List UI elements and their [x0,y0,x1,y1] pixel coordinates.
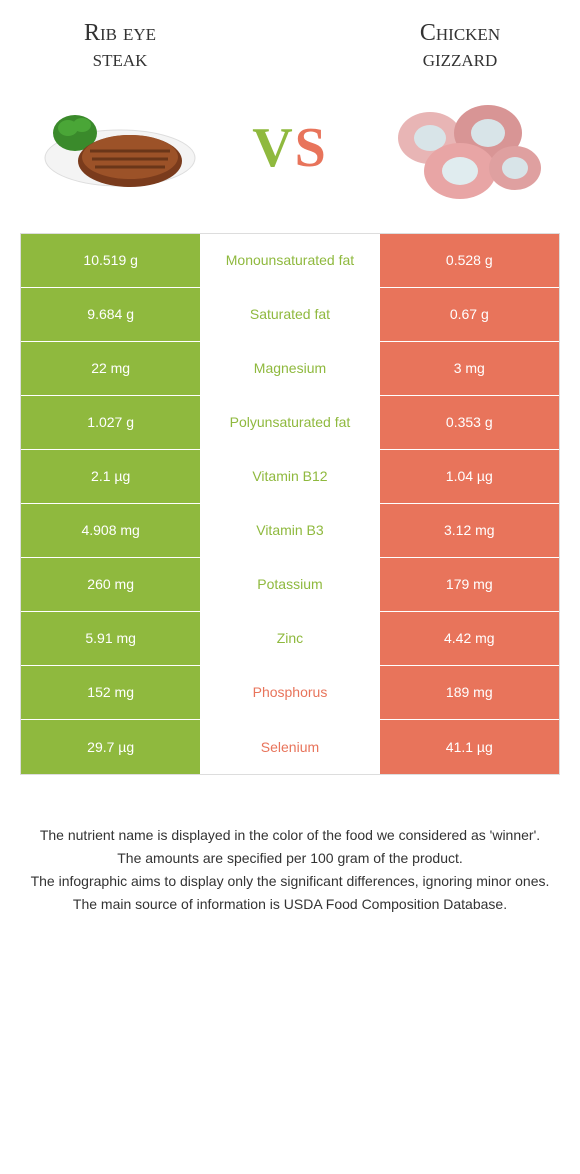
nutrient-label: Vitamin B12 [200,450,379,503]
footer-line-4: The main source of information is USDA F… [30,894,550,915]
nutrient-label: Potassium [200,558,379,611]
right-food-title: Chicken gizzard [370,20,550,73]
nutrient-label: Selenium [200,720,379,774]
left-value: 260 mg [21,558,200,611]
footer-line-1: The nutrient name is displayed in the co… [30,825,550,846]
header: Rib eye steak Chicken gizzard [0,0,580,73]
right-value: 0.67 g [380,288,559,341]
left-food-title: Rib eye steak [30,20,210,73]
nutrient-label: Zinc [200,612,379,665]
vs-v: V [252,117,294,179]
nutrient-label: Saturated fat [200,288,379,341]
right-value: 189 mg [380,666,559,719]
vs-label: VS [252,116,328,180]
nutrient-label: Polyunsaturated fat [200,396,379,449]
footer-line-3: The infographic aims to display only the… [30,871,550,892]
left-value: 5.91 mg [21,612,200,665]
right-value: 0.528 g [380,234,559,287]
table-row: 10.519 gMonounsaturated fat0.528 g [21,234,559,288]
table-row: 22 mgMagnesium3 mg [21,342,559,396]
nutrient-label: Phosphorus [200,666,379,719]
right-value: 41.1 µg [380,720,559,774]
left-value: 152 mg [21,666,200,719]
nutrient-table: 10.519 gMonounsaturated fat0.528 g9.684 … [20,233,560,775]
table-row: 1.027 gPolyunsaturated fat0.353 g [21,396,559,450]
left-food-image [30,83,210,213]
right-value: 3.12 mg [380,504,559,557]
left-value: 29.7 µg [21,720,200,774]
nutrient-label: Vitamin B3 [200,504,379,557]
nutrient-label: Magnesium [200,342,379,395]
left-value: 9.684 g [21,288,200,341]
table-row: 260 mgPotassium179 mg [21,558,559,612]
right-value: 179 mg [380,558,559,611]
right-value: 3 mg [380,342,559,395]
vs-row: VS [0,73,580,233]
table-row: 29.7 µgSelenium41.1 µg [21,720,559,774]
footer-line-2: The amounts are specified per 100 gram o… [30,848,550,869]
vs-s: S [295,117,328,179]
left-value: 1.027 g [21,396,200,449]
table-row: 2.1 µgVitamin B121.04 µg [21,450,559,504]
footer-notes: The nutrient name is displayed in the co… [30,825,550,915]
table-row: 152 mgPhosphorus189 mg [21,666,559,720]
left-value: 22 mg [21,342,200,395]
table-row: 9.684 gSaturated fat0.67 g [21,288,559,342]
right-value: 0.353 g [380,396,559,449]
nutrient-label: Monounsaturated fat [200,234,379,287]
left-value: 2.1 µg [21,450,200,503]
right-value: 1.04 µg [380,450,559,503]
table-row: 4.908 mgVitamin B33.12 mg [21,504,559,558]
left-value: 10.519 g [21,234,200,287]
table-row: 5.91 mgZinc4.42 mg [21,612,559,666]
right-value: 4.42 mg [380,612,559,665]
right-food-image [370,83,550,213]
left-value: 4.908 mg [21,504,200,557]
